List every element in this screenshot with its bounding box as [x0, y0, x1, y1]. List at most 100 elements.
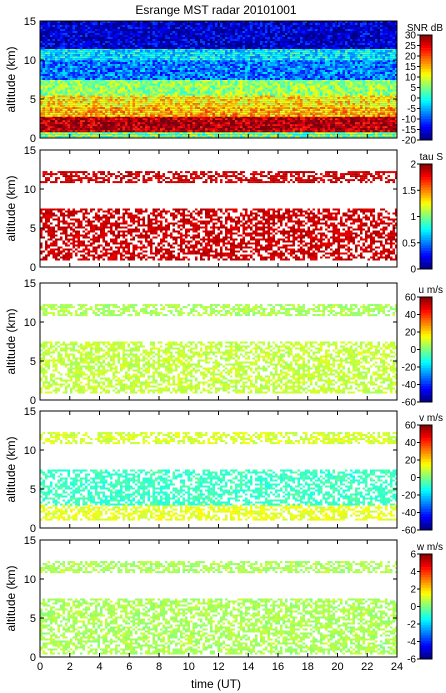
- y-tick-label: 0: [30, 262, 36, 274]
- x-tick-label: 18: [302, 661, 314, 673]
- colorbar-tick-label: 25: [405, 41, 417, 52]
- layer-4: [40, 95, 398, 108]
- colorbar-label: SNR dB: [407, 23, 443, 34]
- colorbar-tick-label: 1: [410, 212, 416, 223]
- colorbar-tick-label: -5: [407, 104, 416, 115]
- layer-2: [40, 304, 398, 317]
- x-tick-label: 16: [272, 661, 284, 673]
- y-tick-label: 0: [30, 523, 36, 535]
- x-tick-label: 20: [331, 661, 343, 673]
- layer-3: [40, 106, 398, 117]
- y-tick-label: 15: [24, 145, 36, 157]
- layer-2: [40, 469, 398, 506]
- y-tick-label: 5: [30, 223, 36, 235]
- y-axis-label: altitude (km): [4, 175, 18, 241]
- x-tick-label: 6: [126, 661, 132, 673]
- colorbar-tick-label: -15: [402, 125, 417, 136]
- data-cells: [40, 304, 398, 394]
- colorbar-tick-label: 20: [405, 52, 417, 63]
- y-tick-label: 10: [24, 317, 36, 329]
- colorbar-tick-label: -20: [402, 136, 417, 147]
- colorbar: 60 40 20 0 -20 -40 -60 u m/s: [402, 285, 443, 409]
- layer-1: [40, 341, 398, 394]
- y-tick-label: 5: [30, 613, 36, 625]
- layer-1: [40, 598, 398, 655]
- colorbar-tick-label: -4: [407, 637, 416, 648]
- layer-2: [40, 171, 398, 184]
- colorbar-tick-label: 4: [410, 567, 416, 578]
- layer-2: [40, 116, 398, 133]
- x-tick-label: 0: [37, 661, 43, 673]
- layer-8: [40, 21, 398, 49]
- y-axis-label: altitude (km): [4, 436, 18, 502]
- x-axis-label: time (UT): [191, 677, 241, 691]
- layer-5: [40, 79, 398, 96]
- x-tick-label: 12: [212, 661, 224, 673]
- colorbar-tick-label: 0: [410, 602, 416, 613]
- data-cells: [40, 171, 398, 261]
- layer-6: [40, 60, 398, 80]
- y-tick-label: 15: [24, 535, 36, 547]
- colorbar-tick-label: 2: [410, 585, 416, 596]
- y-tick-label: 5: [30, 484, 36, 496]
- y-tick-label: 10: [24, 184, 36, 196]
- y-tick-label: 15: [24, 16, 36, 28]
- layer-2: [40, 561, 398, 574]
- x-tick-label: 14: [242, 661, 254, 673]
- data-cells: [40, 561, 398, 655]
- colorbar-tick-label: -40: [402, 508, 417, 519]
- colorbar-tick-label: 60: [405, 293, 417, 304]
- x-tick-label: 4: [96, 661, 102, 673]
- colorbar-tick-label: -20: [402, 363, 417, 374]
- colorbar-label: w m/s: [416, 542, 443, 553]
- colorbar: 60 40 20 0 -20 -40 -60 v m/s: [402, 413, 443, 537]
- y-tick-label: 0: [30, 652, 36, 664]
- x-tick-label: 10: [183, 661, 195, 673]
- x-tick-label: 24: [391, 661, 403, 673]
- y-axis-label: altitude (km): [4, 46, 18, 112]
- panel-4: 0 5 10 15 altitude (km) 60 40 20 0 -20 -40 -60 v m/s: [4, 406, 443, 537]
- colorbar-tick-label: 2: [410, 160, 416, 171]
- y-tick-label: 5: [30, 94, 36, 106]
- colorbar-tick-label: -6: [407, 655, 416, 666]
- colorbar-tick-label: 0: [410, 473, 416, 484]
- y-tick-label: 0: [30, 133, 36, 145]
- colorbar-tick-label: 0: [410, 345, 416, 356]
- y-tick-label: 15: [24, 406, 36, 418]
- colorbar-tick-label: 0: [410, 94, 416, 105]
- panel-3: 0 5 10 15 altitude (km) 60 40 20 0 -20 -40 -60 u m/s: [4, 278, 443, 409]
- colorbar-label: tau S: [420, 152, 444, 163]
- panel-2: 0 5 10 15 altitude (km) 2 1.5 1 0.5 0 tau S: [4, 145, 443, 276]
- layer-3: [40, 432, 398, 445]
- colorbar-tick-label: 5: [410, 83, 416, 94]
- colorbar-label: v m/s: [419, 413, 443, 424]
- colorbar-tick-label: 40: [405, 438, 417, 449]
- colorbar-tick-label: 6: [410, 550, 416, 561]
- data-cells: [40, 432, 398, 521]
- colorbar-tick-label: -20: [402, 491, 417, 502]
- colorbar-tick-label: -40: [402, 380, 417, 391]
- layer-1: [40, 504, 398, 521]
- colorbar-tick-label: -10: [402, 115, 417, 126]
- colorbar-tick-label: -60: [402, 526, 417, 537]
- colorbar-label: u m/s: [419, 285, 443, 296]
- colorbar-tick-label: -2: [407, 620, 416, 631]
- colorbar-tick-label: 40: [405, 310, 417, 321]
- colorbar: 6 4 2 0 -2 -4 -6 w m/s: [407, 542, 443, 666]
- colorbar-tick-label: 0: [410, 265, 416, 276]
- colorbar-tick-label: 20: [405, 456, 417, 467]
- y-tick-label: 15: [24, 278, 36, 290]
- x-tick-label: 22: [361, 661, 373, 673]
- chart-title: Esrange MST radar 20101001: [135, 3, 297, 17]
- y-tick-label: 10: [24, 574, 36, 586]
- colorbar-tick-label: 0.5: [402, 238, 416, 249]
- y-tick-label: 10: [24, 445, 36, 457]
- data-cells: [40, 21, 398, 139]
- colorbar-tick-label: 10: [405, 73, 417, 84]
- y-tick-label: 10: [24, 55, 36, 67]
- y-tick-label: 5: [30, 356, 36, 368]
